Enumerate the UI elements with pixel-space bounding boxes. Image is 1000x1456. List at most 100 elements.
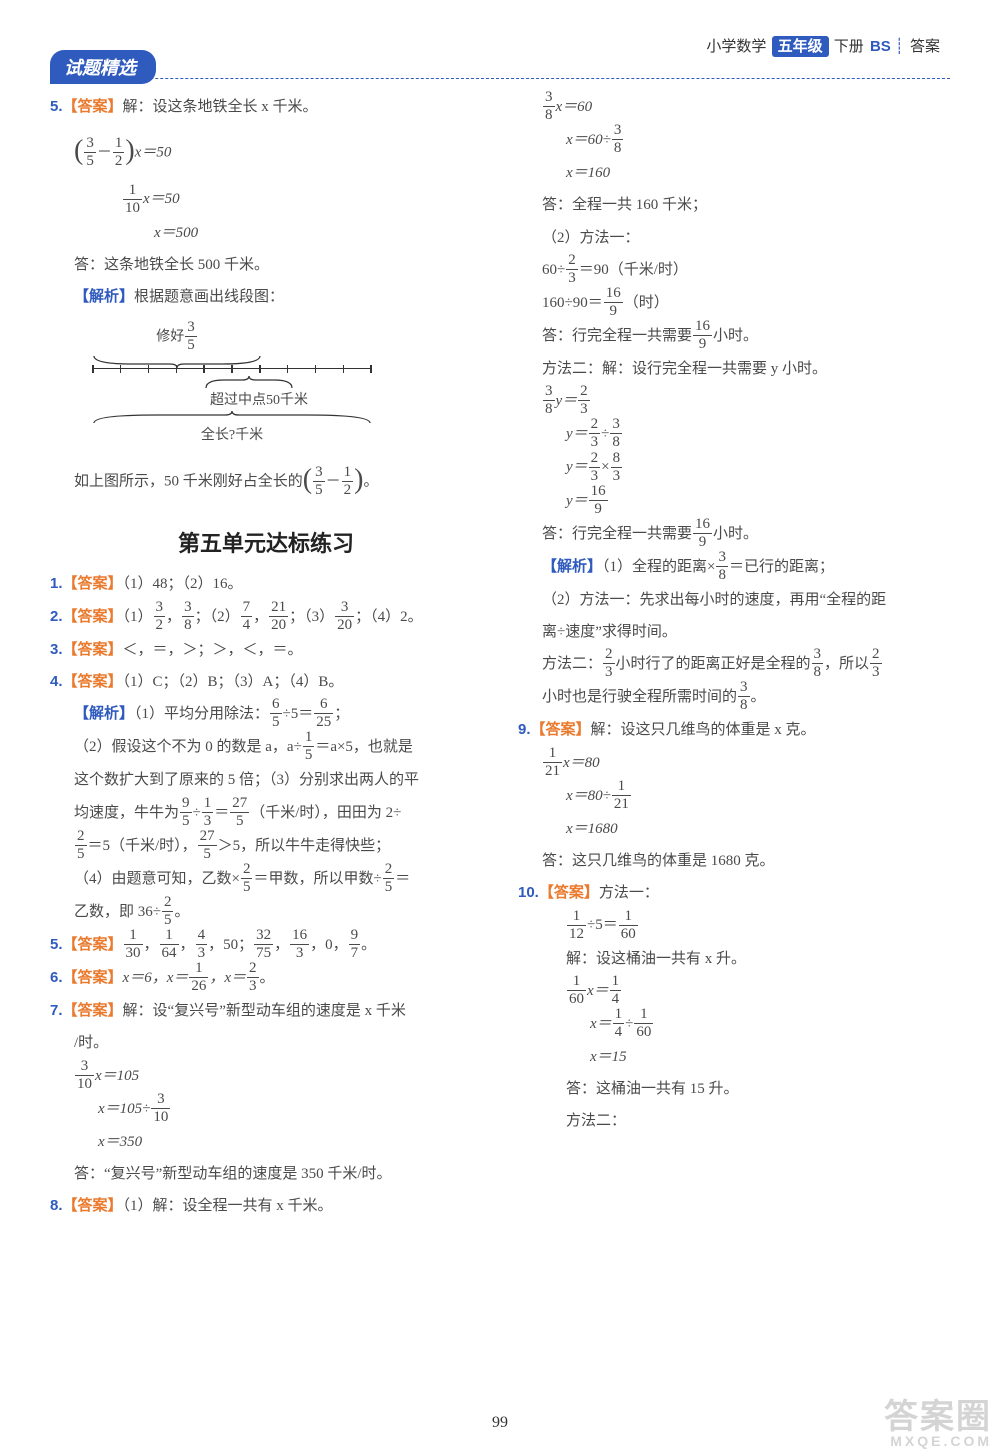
answer-label: 【答案】 [63,673,123,690]
text-line: （4）由题意可知，乙数×25＝甲数，所以甲数÷25＝ [50,863,482,896]
t: ÷5＝ [283,706,314,722]
t: ，所以 [824,656,869,672]
eq: x＝50 [143,191,180,207]
t: ， [253,609,268,625]
t: ＞5，所以牛牛走得快些； [218,838,391,854]
eq: x＝350 [98,1134,142,1150]
q-num: 7. [50,1002,63,1019]
divider-line [50,78,950,79]
brace-icon [204,376,294,390]
t: 。 [260,970,275,986]
diag-label: 超过中点50千米 [210,390,482,411]
eq: x＝ [587,983,609,999]
eq: x＝1680 [566,821,618,837]
eq: y＝ [566,426,588,442]
text-line: 如上图所示，50 千米刚好占全长的(35－12)。 [50,452,482,512]
eq-line: 38y＝23 [518,385,950,418]
q-line: 1.【答案】（1）48；（2）16。 [50,568,482,600]
t: 解：设这只几维鸟的体重是 x 克。 [591,722,816,738]
watermark-main: 答案圈 [884,1398,992,1436]
eq-line: 112÷5＝160 [518,909,950,942]
q-num: 5. [50,936,63,953]
analysis-line: 【解析】根据题意画出线段图： [50,281,482,313]
q-num: 6. [50,969,63,986]
eq-line: 60÷23＝90（千米/时） [518,254,950,287]
answer-label: 【答案】 [63,969,123,986]
analysis-line: 【解析】（1）平均分用除法：65÷5＝625； [50,698,482,731]
eq-line: y＝23×83 [518,451,950,484]
eq-line: 160÷90＝169（时） [518,287,950,320]
header-bs: BS [870,38,891,55]
eq-line: x＝15 [518,1041,950,1073]
eq-line: (35－12)x＝50 [50,123,482,183]
t: （1）解：设全程一共有 x 千米。 [123,1198,333,1214]
t: ÷5＝ [587,917,618,933]
text-line: （2）方法一： [518,222,950,254]
eq-line: 38x＝60 [518,91,950,124]
answer-line: 答：这只几维鸟的体重是 1680 克。 [518,845,950,877]
t: （1）平均分用除法： [134,706,269,722]
answer-line: 答：全程一共 160 千米； [518,189,950,221]
eq: x＝80 [563,755,600,771]
q-num: 1. [50,575,63,592]
t: （千米/时），田田为 2÷ [250,805,401,821]
analysis-text: 根据题意画出线段图： [134,289,284,305]
q5-head: 5.【答案】解：设这条地铁全长 x 千米。 [50,91,482,123]
eq-line: x＝350 [50,1126,482,1158]
q-line: 10.【答案】方法一： [518,877,950,909]
t: ＝ [214,805,229,821]
header-suffix: 下册 [834,38,864,55]
t: 方法二： [542,656,602,672]
q-line: 5.【答案】130，164，43，50；3275，163，0，97。 [50,929,482,962]
eq-line: 310x＝105 [50,1060,482,1093]
t: ＝90（千米/时） [579,262,688,278]
q-num: 5. [50,98,63,115]
left-column: 5.【答案】解：设这条地铁全长 x 千米。 (35－12)x＝50 110x＝5… [50,91,482,1222]
answer-line: 答：这条地铁全长 500 千米。 [50,249,482,281]
eq: x＝50 [135,145,172,161]
eq: x＝105 [95,1068,139,1084]
answer-label: 【答案】 [539,884,599,901]
t: 答：行完全程一共需要 [542,526,692,542]
analysis-label: 【解析】 [542,558,602,575]
t: （2）假设这个不为 0 的数是 a，a÷ [74,739,302,755]
header-grade: 五年级 [772,36,829,57]
t: × [601,459,609,475]
t: ＝甲数，所以甲数÷ [253,871,381,887]
text: （1）C；（2）B；（3）A；（4）B。 [123,674,344,690]
text-line: 离÷速度”求得时间。 [518,616,950,648]
t: x＝6，x＝ [123,970,189,986]
eq: y＝ [556,393,578,409]
divider: ┊ [895,38,904,55]
t: ÷ [193,805,201,821]
q5-text: 解：设这条地铁全长 x 千米。 [123,99,318,115]
answer-label: 【答案】 [63,98,123,115]
t: 小时。 [713,526,758,542]
analysis-line: 【解析】（1）全程的距离×38＝已行的距离； [518,551,950,584]
q-line: 6.【答案】x＝6，x＝126，x＝23。 [50,962,482,995]
answer-label: 【答案】 [63,608,123,625]
answer-line: 答：这桶油一共有 15 升。 [518,1073,950,1105]
answer-line: 答：行完全程一共需要169小时。 [518,320,950,353]
eq: x＝80÷ [566,788,611,804]
t: 。 [174,904,189,920]
eq-line: 121x＝80 [518,747,950,780]
eq: y＝ [566,493,588,509]
eq-line: x＝60÷38 [518,124,950,157]
q-num: 2. [50,608,63,625]
t: 小时。 [713,328,758,344]
text-line: （2）假设这个不为 0 的数是 a，a÷15＝a×5，也就是 [50,731,482,764]
watermark-sub: MXQE.COM [884,1434,992,1448]
eq: x＝105÷ [98,1101,150,1117]
eq-line: 160x＝14 [518,975,950,1008]
page-header: 小学数学 五年级 下册 BS┊ 答案 [706,35,940,56]
t: 小时行了的距离正好是全程的 [616,656,811,672]
t: （4）由题意可知，乙数× [74,871,240,887]
header-answer: 答案 [910,38,940,55]
eq-line: x＝160 [518,157,950,189]
t: 乙数，即 36÷ [74,904,161,920]
t: 均速度，牛牛为 [74,805,179,821]
text-line: 均速度，牛牛为95÷13＝275（千米/时），田田为 2÷ [50,797,482,830]
q-num: 4. [50,673,63,690]
t: ＝ [395,871,410,887]
